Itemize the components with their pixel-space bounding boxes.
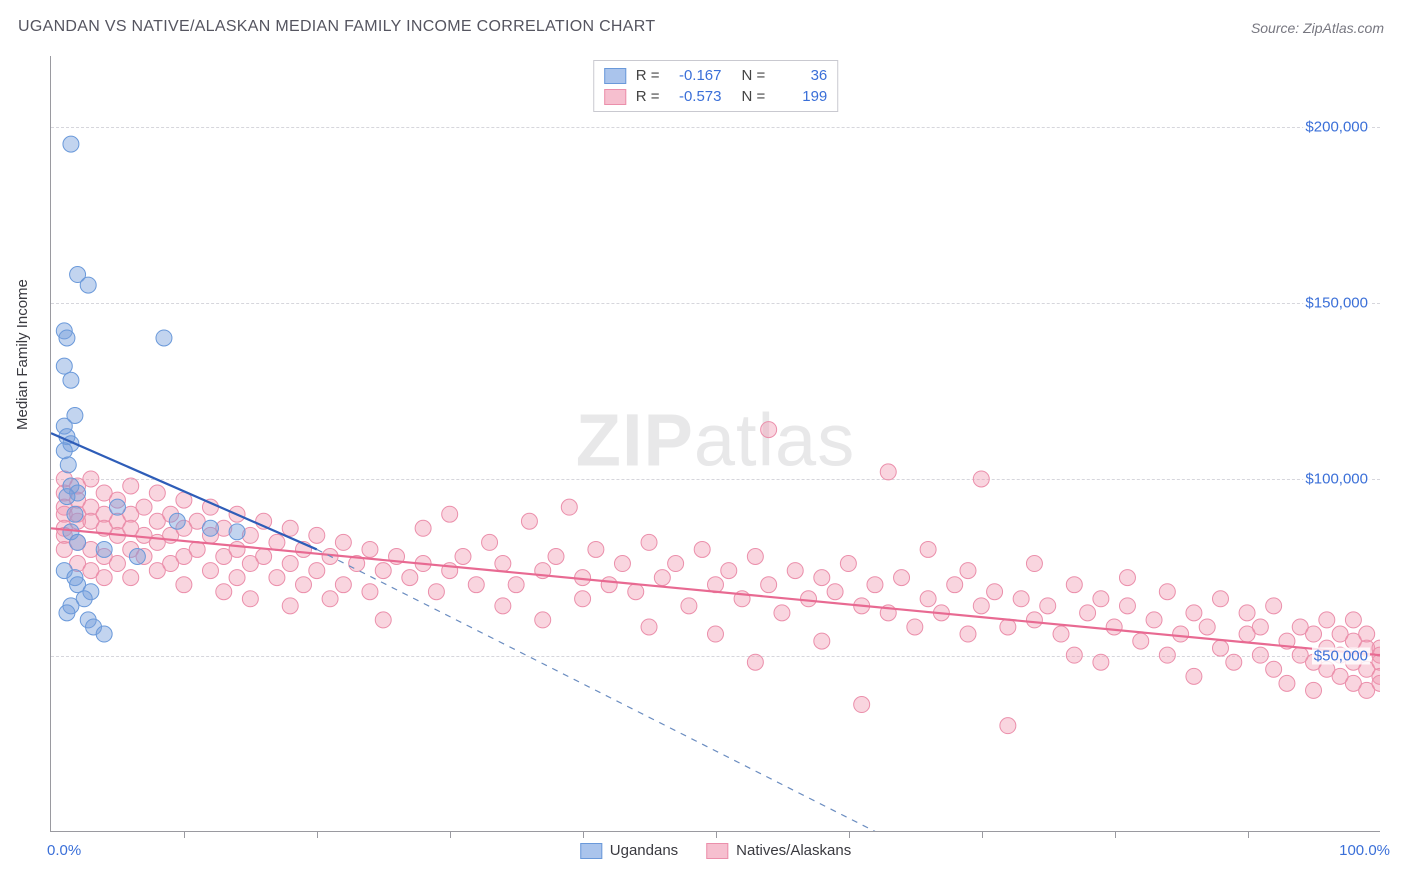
x-axis-min-label: 0.0% — [47, 842, 81, 859]
correlation-legend: R = -0.167 N = 36 R = -0.573 N = 199 — [593, 60, 839, 112]
y-tick-label: $50,000 — [1312, 647, 1370, 664]
x-tick — [1115, 831, 1116, 838]
legend-swatch — [604, 89, 626, 105]
legend-item: Natives/Alaskans — [706, 842, 851, 859]
legend-item: Ugandans — [580, 842, 678, 859]
y-tick-label: $200,000 — [1303, 118, 1370, 135]
x-axis-max-label: 100.0% — [1339, 842, 1390, 859]
legend-label: Natives/Alaskans — [736, 842, 851, 859]
x-tick — [583, 831, 584, 838]
legend-n-label: N = — [742, 88, 766, 105]
series-legend: Ugandans Natives/Alaskans — [580, 842, 851, 859]
legend-swatch — [580, 843, 602, 859]
legend-n-label: N = — [742, 67, 766, 84]
legend-r-label: R = — [636, 88, 660, 105]
legend-r-value: -0.573 — [670, 88, 722, 105]
x-tick — [716, 831, 717, 838]
legend-n-value: 199 — [775, 88, 827, 105]
x-tick — [982, 831, 983, 838]
scatter-plot — [51, 56, 1380, 831]
chart-title: UGANDAN VS NATIVE/ALASKAN MEDIAN FAMILY … — [18, 18, 655, 36]
legend-row: R = -0.167 N = 36 — [604, 65, 828, 86]
y-tick-label: $150,000 — [1303, 294, 1370, 311]
y-tick-label: $100,000 — [1303, 471, 1370, 488]
legend-n-value: 36 — [775, 67, 827, 84]
x-tick — [849, 831, 850, 838]
source-attribution: Source: ZipAtlas.com — [1251, 20, 1384, 36]
legend-r-label: R = — [636, 67, 660, 84]
y-axis-title: Median Family Income — [14, 279, 31, 430]
legend-swatch — [706, 843, 728, 859]
legend-swatch — [604, 68, 626, 84]
x-tick — [317, 831, 318, 838]
plot-area: ZIPatlas R =-0.167N =36R =-0.573N =199 $… — [50, 56, 1380, 832]
legend-row: R = -0.573 N = 199 — [604, 86, 828, 107]
legend-r-value: -0.167 — [670, 67, 722, 84]
legend-label: Ugandans — [610, 842, 678, 859]
x-tick — [450, 831, 451, 838]
x-tick — [1248, 831, 1249, 838]
x-tick — [184, 831, 185, 838]
